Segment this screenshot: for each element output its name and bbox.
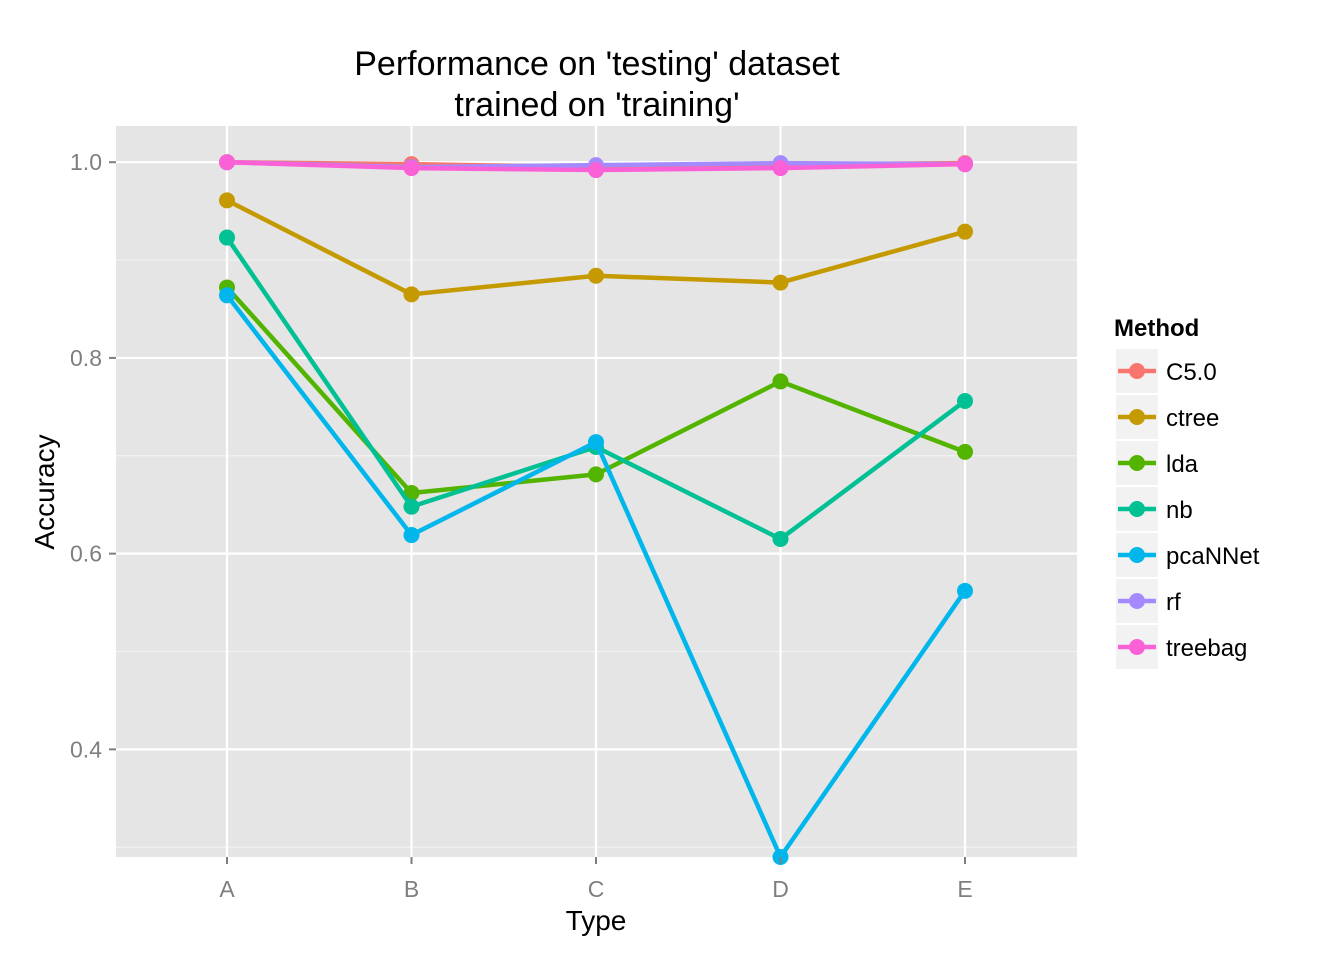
point-ctree-B <box>403 286 420 303</box>
x-tick-label-A: A <box>219 876 235 902</box>
legend-item-nb: nb <box>1116 487 1193 531</box>
point-pcaNNet-A <box>219 287 235 304</box>
y-tick-label-3: 1.0 <box>70 149 102 175</box>
point-ctree-A <box>219 192 235 209</box>
point-nb-B <box>403 498 420 515</box>
y-axis-title: Accuracy <box>29 434 60 549</box>
x-tick-label-C: C <box>588 876 605 902</box>
point-pcaNNet-B <box>403 527 420 544</box>
legend-key-point <box>1129 363 1145 379</box>
series-layer <box>219 154 973 865</box>
legend-item-rf: rf <box>1116 579 1181 623</box>
point-nb-E <box>957 392 973 409</box>
legend-item-ctree: ctree <box>1116 395 1219 439</box>
legend-label-C5.0: C5.0 <box>1166 359 1217 386</box>
legend-title: Method <box>1114 315 1199 342</box>
legend-label-pcaNNet: pcaNNet <box>1166 543 1260 570</box>
legend-label-ctree: ctree <box>1166 405 1219 432</box>
x-tick-label-E: E <box>957 876 972 902</box>
point-lda-E <box>957 443 973 460</box>
point-nb-A <box>219 229 235 246</box>
legend-label-treebag: treebag <box>1166 635 1247 662</box>
legend-label-nb: nb <box>1166 497 1193 524</box>
point-pcaNNet-E <box>957 582 973 599</box>
point-treebag-B <box>403 160 420 177</box>
x-axis-title: Type <box>566 905 627 936</box>
point-treebag-E <box>957 156 973 173</box>
legend-item-C5.0: C5.0 <box>1116 349 1217 393</box>
legend: Method C5.0 ctree lda nb pcaNNet rf treebag <box>1114 315 1260 669</box>
legend-key-point <box>1129 455 1145 471</box>
point-lda-D <box>772 373 789 390</box>
legend-key-point <box>1129 501 1145 517</box>
y-tick-label-2: 0.8 <box>70 345 102 371</box>
series-lda <box>219 279 973 501</box>
y-axis: 0.4 0.6 0.8 1.0 <box>70 149 116 762</box>
legend-label-lda: lda <box>1166 451 1199 478</box>
point-ctree-C <box>588 267 604 284</box>
legend-label-rf: rf <box>1166 589 1181 616</box>
chart-title-line-2: trained on 'training' <box>454 86 739 124</box>
legend-key-point <box>1129 547 1145 563</box>
point-nb-D <box>772 530 789 547</box>
legend-key-point <box>1129 639 1145 655</box>
point-treebag-D <box>772 160 789 177</box>
chart-title-line-1: Performance on 'testing' dataset <box>354 45 840 83</box>
y-tick-label-1: 0.6 <box>70 541 102 567</box>
point-ctree-E <box>957 223 973 240</box>
legend-item-pcaNNet: pcaNNet <box>1116 533 1260 577</box>
series-treebag <box>219 154 973 179</box>
x-axis: A B C D E <box>219 857 973 902</box>
legend-key-point <box>1129 593 1145 609</box>
point-treebag-A <box>219 154 235 171</box>
point-ctree-D <box>772 274 789 291</box>
y-tick-label-0: 0.4 <box>70 736 102 762</box>
legend-item-lda: lda <box>1116 441 1199 485</box>
point-treebag-C <box>588 162 604 179</box>
point-pcaNNet-C <box>588 434 604 451</box>
series-ctree <box>219 192 973 303</box>
legend-item-treebag: treebag <box>1116 625 1247 669</box>
point-lda-C <box>588 466 604 483</box>
legend-key-point <box>1129 409 1145 425</box>
x-tick-label-B: B <box>404 876 419 902</box>
x-tick-label-D: D <box>772 876 789 902</box>
